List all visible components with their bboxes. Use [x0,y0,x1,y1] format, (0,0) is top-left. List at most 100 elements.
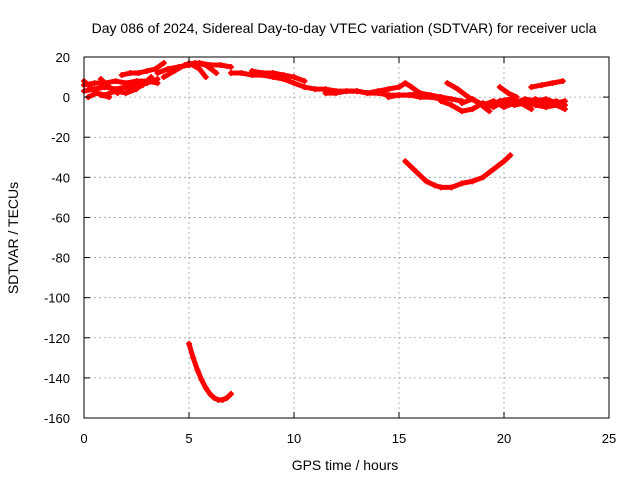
y-tick-label: 20 [56,50,70,65]
data-point [496,84,503,91]
data-point [343,88,350,95]
data-point [202,384,209,391]
series-layer [81,60,568,403]
x-tick-label: 5 [185,431,192,446]
data-point [480,174,486,181]
data-point [475,100,482,107]
data-point [423,178,430,185]
grid-layer [84,57,609,418]
data-point [123,90,129,97]
data-point [211,394,218,401]
data-point [213,70,220,77]
tick-layer: -160 -140 -120 -100 -80 -60 -40 -20 0 20 0 5 10 15 20 2… [44,50,616,446]
data-point [106,84,113,91]
y-tick-label: 0 [63,90,70,105]
data-point [181,62,188,69]
data-point [154,76,161,83]
y-tick-label: -20 [51,130,70,145]
data-point [469,106,476,113]
data-point [417,90,423,97]
data-point [194,366,201,373]
data-point [354,88,360,95]
data-point [198,376,205,383]
data-point [507,96,514,103]
data-point [448,102,455,109]
data-point [228,390,234,397]
series-sat-d [81,78,112,100]
data-point [438,184,444,191]
data-point [270,70,276,77]
data-point [144,68,150,75]
data-point [528,106,535,113]
data-point [501,158,507,165]
data-point [165,66,171,73]
data-point [219,396,226,403]
series-sat-g [123,74,154,92]
data-point [186,340,192,347]
data-point [549,80,556,87]
data-point [301,84,308,91]
y-axis-label: SDTVAR / TECUs [5,182,21,294]
data-point [513,94,520,101]
data-point [364,90,371,97]
data-point [507,152,514,159]
y-tick-label: -120 [44,331,70,346]
data-point [152,66,159,73]
data-point [469,178,476,185]
data-point [538,82,545,89]
data-point [444,80,451,87]
data-point [217,62,224,69]
x-tick-label: 10 [287,431,301,446]
data-point [561,98,568,105]
data-point [459,180,465,187]
data-point [385,86,392,93]
data-point [301,78,308,85]
data-point [561,106,568,113]
data-point [106,94,113,101]
data-point [448,184,455,191]
data-point [148,74,155,81]
data-point [396,92,402,99]
data-point [465,94,472,101]
data-point [97,76,104,83]
data-point [385,94,392,101]
data-point [522,98,528,105]
data-point [190,354,197,361]
data-point [154,70,161,77]
data-point [505,90,512,97]
data-point [410,166,417,173]
data-point [312,86,318,93]
data-point [501,104,507,111]
data-point [160,60,167,67]
data-point [135,70,142,77]
data-point [517,100,524,107]
data-point [490,166,497,173]
data-point [459,108,465,115]
data-point [91,80,98,87]
data-point [238,70,245,77]
data-point [249,68,255,75]
data-point [291,74,297,81]
data-point [228,64,234,71]
x-tick-label: 25 [602,431,616,446]
data-point [438,98,444,105]
data-point [127,70,134,77]
data-point [454,86,461,93]
data-point [496,98,503,105]
data-point [131,86,138,93]
data-point [333,90,339,97]
data-point [123,84,129,91]
data-point [448,96,455,103]
data-point [291,80,297,87]
plot-frame [83,56,610,419]
data-point [543,96,549,103]
data-point [486,108,493,115]
data-point [228,70,234,77]
data-point [202,62,209,69]
data-point [196,66,203,73]
data-point [396,84,402,91]
y-tick-label: -80 [51,251,70,266]
data-point [202,74,209,81]
y-tick-label: -140 [44,371,70,386]
